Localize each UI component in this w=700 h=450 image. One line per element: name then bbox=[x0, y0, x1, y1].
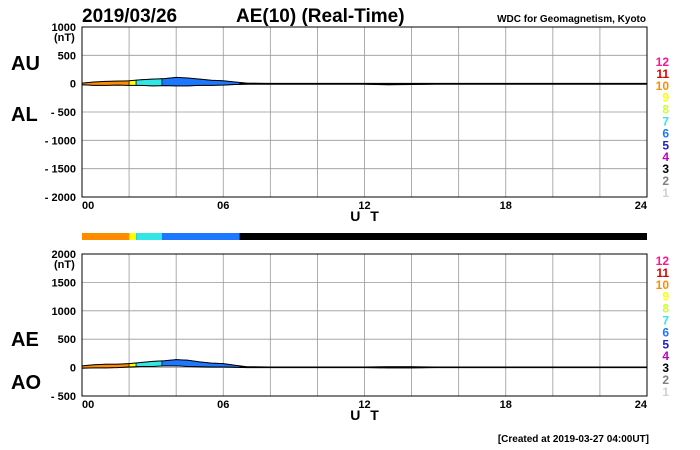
au-al-frame bbox=[81, 26, 648, 198]
au-al-series bbox=[81, 76, 648, 87]
x-tick-label: 18 bbox=[500, 200, 512, 212]
au-al-grid bbox=[82, 27, 647, 197]
ae-ao-x-axis-label: U T bbox=[350, 407, 382, 423]
level-legend-item: 1 bbox=[662, 385, 669, 399]
activity-level-bar bbox=[82, 233, 647, 240]
level-legend-item: 3 bbox=[662, 162, 669, 176]
upper-trace bbox=[81, 76, 647, 84]
au-al-x-axis-label: U T bbox=[350, 208, 382, 224]
level-legend-item: 11 bbox=[656, 67, 669, 81]
activity-bar-segment bbox=[239, 233, 647, 240]
y-tick-label: 0 bbox=[70, 79, 76, 91]
level-legend-item: 8 bbox=[662, 302, 669, 316]
ae-label: AE bbox=[11, 329, 39, 351]
level-legend-item: 8 bbox=[662, 103, 669, 117]
level-legend-item: 1 bbox=[662, 186, 669, 200]
level-legend-item: 5 bbox=[662, 138, 669, 152]
al-label: AL bbox=[11, 104, 38, 126]
ae-ao-x-ticks: 00 06 12 18 24 bbox=[82, 399, 648, 411]
date-label: 2019/03/26 bbox=[82, 6, 177, 27]
ae-ao-series bbox=[81, 359, 648, 369]
level-legend-item: 9 bbox=[662, 290, 669, 304]
au-al-x-ticks: 00 06 12 18 24 bbox=[82, 200, 648, 212]
level-legend-item: 12 bbox=[656, 55, 670, 69]
y-tick-label: 1500 bbox=[52, 277, 76, 289]
y-tick-label: - 500 bbox=[51, 391, 76, 403]
level-legend-item: 2 bbox=[662, 174, 669, 188]
x-tick-label: 24 bbox=[635, 399, 648, 411]
x-tick-label: 00 bbox=[82, 399, 94, 411]
level-legend-item: 2 bbox=[662, 373, 669, 387]
level-legend-item: 12 bbox=[656, 254, 670, 268]
activity-bar-segment bbox=[162, 233, 240, 240]
level-legend-item: 6 bbox=[662, 126, 669, 140]
level-legend-item: 9 bbox=[662, 91, 669, 105]
y-tick-label: 1000 bbox=[52, 22, 76, 34]
level-legend-item: 7 bbox=[662, 314, 669, 328]
upper-trace bbox=[81, 359, 647, 368]
level-legend-item: 6 bbox=[662, 325, 669, 339]
activity-bar-segment bbox=[129, 233, 137, 240]
y-tick-label: 1000 bbox=[52, 306, 76, 318]
level-legend-item: 5 bbox=[662, 337, 669, 351]
y-tick-label: - 1000 bbox=[45, 135, 76, 147]
created-timestamp: [Created at 2019-03-27 04:00UT] bbox=[498, 434, 649, 445]
level-legend-item: 4 bbox=[662, 150, 669, 164]
y-tick-label: - 500 bbox=[51, 107, 76, 119]
activity-bar-segment bbox=[82, 233, 130, 240]
ae-ao-frame bbox=[81, 253, 648, 397]
y-tick-label: 0 bbox=[70, 363, 76, 375]
level-legend-item: 10 bbox=[656, 79, 670, 93]
y-tick-label: - 1500 bbox=[45, 164, 76, 176]
source-label: WDC for Geomagnetism, Kyoto bbox=[497, 14, 646, 25]
x-tick-label: 18 bbox=[500, 399, 512, 411]
x-tick-label: 24 bbox=[635, 200, 648, 212]
ae-ao-grid bbox=[82, 254, 647, 396]
au-al-unit: (nT) bbox=[54, 32, 75, 44]
au-al-y-ticks: 1000 500 0 - 500 - 1000 - 1500 - 2000 bbox=[45, 22, 76, 204]
y-tick-label: - 2000 bbox=[45, 192, 76, 204]
lower-trace bbox=[81, 83, 647, 87]
level-legend-item: 11 bbox=[656, 266, 669, 280]
au-label: AU bbox=[11, 53, 40, 75]
level-legend-item: 10 bbox=[656, 278, 670, 292]
chart-title: AE(10) (Real-Time) bbox=[236, 6, 405, 27]
level-legend-item: 7 bbox=[662, 115, 669, 129]
activity-bar-segment bbox=[136, 233, 163, 240]
ae-ao-y-ticks: 2000 1500 1000 500 0 - 500 bbox=[51, 249, 76, 403]
lower-trace bbox=[81, 365, 647, 369]
x-tick-label: 00 bbox=[82, 200, 94, 212]
y-tick-label: 500 bbox=[58, 334, 76, 346]
x-tick-label: 06 bbox=[217, 200, 229, 212]
level-legend-item: 3 bbox=[662, 361, 669, 375]
x-tick-label: 12 bbox=[358, 399, 370, 411]
y-tick-label: 500 bbox=[58, 50, 76, 62]
y-tick-label: 2000 bbox=[52, 249, 76, 261]
ao-label: AO bbox=[11, 372, 41, 394]
level-legend-item: 4 bbox=[662, 349, 669, 363]
x-tick-label: 06 bbox=[217, 399, 229, 411]
ae-ao-unit: (nT) bbox=[54, 259, 75, 271]
x-tick-label: 12 bbox=[358, 200, 370, 212]
